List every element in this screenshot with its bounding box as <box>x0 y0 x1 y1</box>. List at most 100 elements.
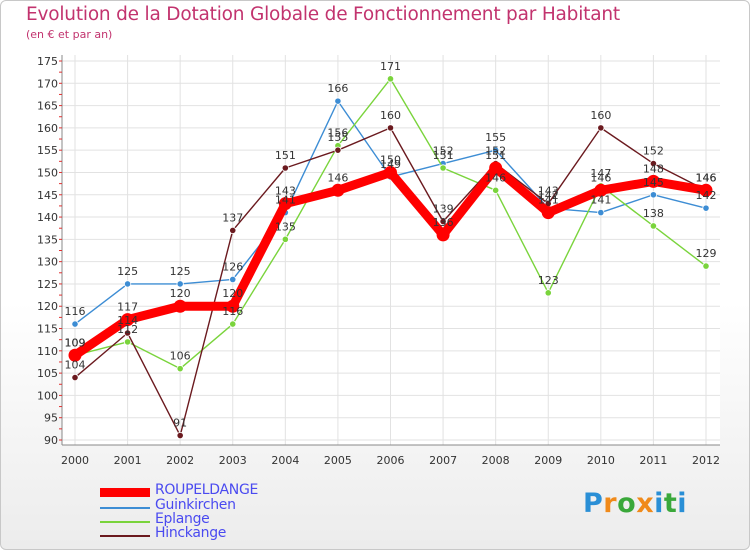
data-point <box>176 365 184 373</box>
chart-subtitle: (en € et par an) <box>26 28 113 41</box>
proxiti-logo: Proxiti <box>583 488 687 519</box>
data-label: 116 <box>65 305 86 318</box>
x-tick-label: 2008 <box>482 454 510 467</box>
chart-title: Evolution de la Dotation Globale de Fonc… <box>26 4 620 25</box>
data-point <box>71 320 79 328</box>
logo-letter: x <box>636 488 655 519</box>
data-point <box>384 165 397 179</box>
x-tick-label: 2010 <box>587 454 615 467</box>
data-point <box>331 183 345 197</box>
y-tick-label: 95 <box>44 412 58 425</box>
data-point <box>439 164 447 172</box>
data-label: 137 <box>222 211 243 224</box>
data-label: 152 <box>485 145 506 158</box>
data-label: 112 <box>117 323 138 336</box>
x-tick-label: 2003 <box>219 454 247 467</box>
data-label: 146 <box>327 171 348 184</box>
data-label: 148 <box>643 162 664 175</box>
logo-letter: r <box>603 488 618 519</box>
data-label: 106 <box>170 350 191 363</box>
x-tick-label: 2001 <box>114 454 142 467</box>
data-label: 117 <box>117 301 138 314</box>
x-tick-label: 2012 <box>692 454 720 467</box>
data-point <box>489 161 503 175</box>
data-label: 125 <box>117 265 138 278</box>
data-point <box>334 146 342 154</box>
data-point <box>436 228 450 242</box>
logo-letter: P <box>583 488 604 519</box>
y-tick-label: 175 <box>37 55 58 68</box>
data-label: 152 <box>433 145 454 158</box>
data-label: 151 <box>275 149 296 162</box>
data-point <box>492 146 500 154</box>
y-tick-label: 125 <box>37 278 58 291</box>
data-label: 136 <box>433 216 454 229</box>
y-tick-label: 150 <box>37 166 58 179</box>
y-tick-label: 135 <box>37 233 58 246</box>
data-point <box>173 299 187 313</box>
data-label: 160 <box>590 109 611 122</box>
data-point <box>123 280 132 288</box>
data-point <box>544 289 552 297</box>
data-point <box>226 299 240 313</box>
data-point <box>229 226 237 235</box>
data-label: 146 <box>696 171 717 184</box>
data-label: 129 <box>696 247 717 260</box>
data-label: 166 <box>327 82 348 95</box>
data-point <box>176 431 184 440</box>
data-label: 91 <box>173 417 187 430</box>
data-point <box>386 75 395 83</box>
data-label: 150 <box>380 153 401 166</box>
logo-letter: i <box>654 488 664 519</box>
data-label: 141 <box>275 194 296 207</box>
data-label: 145 <box>643 176 664 189</box>
data-label: 147 <box>590 167 611 180</box>
logo-letter: o <box>617 488 637 519</box>
data-label: 116 <box>222 305 243 318</box>
y-tick-label: 105 <box>37 367 58 380</box>
x-tick-label: 2007 <box>429 454 457 467</box>
data-label: 104 <box>65 359 86 372</box>
data-label: 120 <box>222 287 243 300</box>
data-point <box>649 222 658 230</box>
data-point <box>281 164 289 172</box>
data-label: 171 <box>380 60 401 73</box>
data-label: 125 <box>170 265 191 278</box>
data-label: 151 <box>433 149 454 162</box>
data-point <box>492 186 500 194</box>
data-label: 109 <box>65 336 86 349</box>
legend-swatch <box>100 535 150 537</box>
y-tick-label: 140 <box>37 211 58 224</box>
data-point <box>702 262 710 270</box>
data-label: 146 <box>485 171 506 184</box>
data-point <box>702 204 710 212</box>
data-label: 135 <box>275 220 296 233</box>
legend-swatch <box>100 488 150 497</box>
data-label: 126 <box>222 260 243 273</box>
data-point <box>123 329 132 337</box>
logo-letter: i <box>677 488 688 519</box>
data-label: 143 <box>275 185 296 198</box>
y-tick-label: 130 <box>37 256 58 269</box>
y-tick-label: 170 <box>37 77 58 90</box>
x-tick-label: 2002 <box>166 454 194 467</box>
data-label: 114 <box>117 314 138 327</box>
x-tick-label: 2005 <box>324 454 352 467</box>
data-point <box>699 183 713 197</box>
data-point <box>121 313 135 327</box>
y-tick-label: 155 <box>37 144 58 157</box>
data-label: 155 <box>485 131 506 144</box>
data-label: 160 <box>380 109 401 122</box>
data-label: 151 <box>485 149 506 162</box>
data-label: 120 <box>170 287 191 300</box>
x-tick-label: 2011 <box>639 454 667 467</box>
data-label: 142 <box>696 189 717 202</box>
y-tick-label: 160 <box>37 122 58 135</box>
legend-label: Guinkirchen <box>155 497 236 513</box>
y-tick-label: 165 <box>37 100 58 113</box>
legend-label: ROUPELDANGE <box>155 482 259 498</box>
data-point <box>597 209 605 217</box>
y-tick-label: 115 <box>37 323 58 336</box>
y-tick-label: 90 <box>44 434 58 447</box>
series-roupeldange <box>68 161 713 362</box>
